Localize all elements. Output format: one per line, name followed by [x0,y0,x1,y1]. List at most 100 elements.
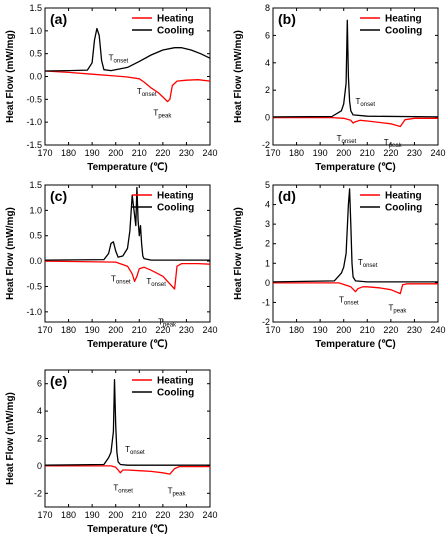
panel-label: (d) [278,188,296,204]
y-tick-label: 0.5 [29,49,42,59]
legend-label-cooling: Cooling [157,26,194,37]
series-line-cooling [44,378,210,466]
series-line-cooling [272,19,439,118]
plot-frame [272,184,439,323]
y-tick-label: -0.5 [26,94,42,104]
x-tick-label: 230 [179,510,194,520]
x-tick-label: 210 [132,510,147,520]
x-axis-label: Temperature (℃) [87,339,168,350]
annotation-subscript: peak [393,308,407,314]
series-line-heating [44,260,211,290]
y-tick-label: -1 [262,297,270,307]
y-tick-label: 6 [265,30,270,40]
x-tick-label: 230 [179,325,194,335]
annotation-subscript: onset [118,489,133,495]
y-tick-label: 4 [37,406,42,416]
legend-label-cooling: Cooling [157,388,194,399]
annotation-symbol: T [389,303,394,312]
annotation-peak: Tpeak [153,108,172,119]
annotation-subscript: onset [344,300,359,306]
annotation-subscript: onset [114,59,129,65]
x-tick-label: 210 [360,325,375,335]
annotation-peak: Tpeak [389,303,408,314]
chart-panel-2: 170 180 190 200 210 220 230 240 -2 0 2 4 6 8 Temperatu… [233,3,446,173]
x-tick-label: 190 [85,148,100,158]
y-tick-label: 2 [265,239,270,249]
annotation-onset: Tonset [358,258,378,269]
series-line-heating [45,465,210,475]
y-tick-label: -1.5 [26,140,42,150]
y-tick-label: 4 [265,200,270,210]
annotation-symbol: T [109,54,114,63]
x-tick-label: 220 [155,148,170,158]
x-tick-label: 180 [61,148,76,158]
x-tick-label: 200 [108,148,123,158]
y-tick-label: 0 [37,461,42,471]
y-axis-label: Heat Flow (mW/mg) [233,30,244,123]
y-tick-label: 1.5 [29,180,42,190]
annotation-onset: Tonset [356,97,376,108]
annotation-symbol: T [158,318,163,327]
annotation-symbol: T [111,274,116,283]
x-tick-label: 190 [313,325,328,335]
chart-panel-4: 170 180 190 200 210 220 230 240 -2 -1 0 1 2 3 4 5 Temper… [233,180,446,350]
x-tick-label: 210 [132,148,147,158]
y-tick-label: -2 [262,317,270,327]
y-axis-label: Heat Flow (mW/mg) [5,207,16,300]
annotation-subscript: onset [363,263,378,269]
x-tick-label: 190 [85,510,100,520]
y-tick-label: 0 [265,113,270,123]
y-tick-label: 1 [265,258,270,268]
legend-label-heating: Heating [157,191,194,202]
series-line-heating [273,116,438,128]
y-tick-label: -0.5 [26,281,42,291]
x-tick-label: 170 [37,325,52,335]
panel-label: (b) [278,11,296,27]
annotation-subscript: onset [360,102,375,108]
y-tick-label: -2 [34,488,42,498]
annotation-subscript: onset [130,450,145,456]
panel-label: (e) [50,373,67,389]
x-tick-label: 200 [336,148,351,158]
y-tick-label: 0.0 [29,256,42,266]
annotation-onset: Tonset [125,445,145,456]
legend-label-heating: Heating [157,376,194,387]
x-tick-label: 240 [202,148,217,158]
annotation-subscript: peak [163,323,177,329]
annotation-peak: Tpeak [384,138,403,149]
x-tick-label: 230 [179,148,194,158]
y-tick-label: 0.5 [29,231,42,241]
x-tick-label: 240 [202,510,217,520]
series-line-heating [273,282,438,295]
x-tick-label: 200 [336,325,351,335]
x-tick-label: 240 [430,325,445,335]
x-tick-label: 210 [360,148,375,158]
annotation-symbol: T [168,486,173,495]
y-tick-label: -2 [262,140,270,150]
y-tick-label: -1.0 [26,117,42,127]
legend-label-cooling: Cooling [385,203,422,214]
x-tick-label: 220 [383,148,398,158]
annotation-onset: Tonset [337,134,357,145]
x-tick-label: 240 [430,148,445,158]
x-tick-label: 200 [108,325,123,335]
series-line-cooling [272,188,438,283]
series-line-cooling [44,186,210,261]
chart-panel-5: 170 180 190 200 210 220 230 240 -2 0 2 4 6 Temperatur… [5,369,218,535]
annotation-symbol: T [356,97,361,106]
y-axis-label: Heat Flow (mW/mg) [5,30,16,123]
y-tick-label: 1.0 [29,26,42,36]
chart-panel-1: 170 180 190 200 210 220 230 240 -1.5 -1.0 -0.5 0.0 0… [5,3,218,173]
annotation-symbol: T [146,277,151,286]
y-tick-label: 2 [265,85,270,95]
x-tick-label: 180 [289,148,304,158]
annotation-onset: Tonset [111,274,131,285]
x-tick-label: 180 [61,325,76,335]
x-tick-label: 230 [407,325,422,335]
x-tick-label: 200 [108,510,123,520]
x-tick-label: 170 [265,325,280,335]
y-axis-label: Heat Flow (mW/mg) [5,392,16,485]
x-tick-label: 240 [202,325,217,335]
x-tick-label: 170 [265,148,280,158]
y-tick-label: 0 [265,278,270,288]
